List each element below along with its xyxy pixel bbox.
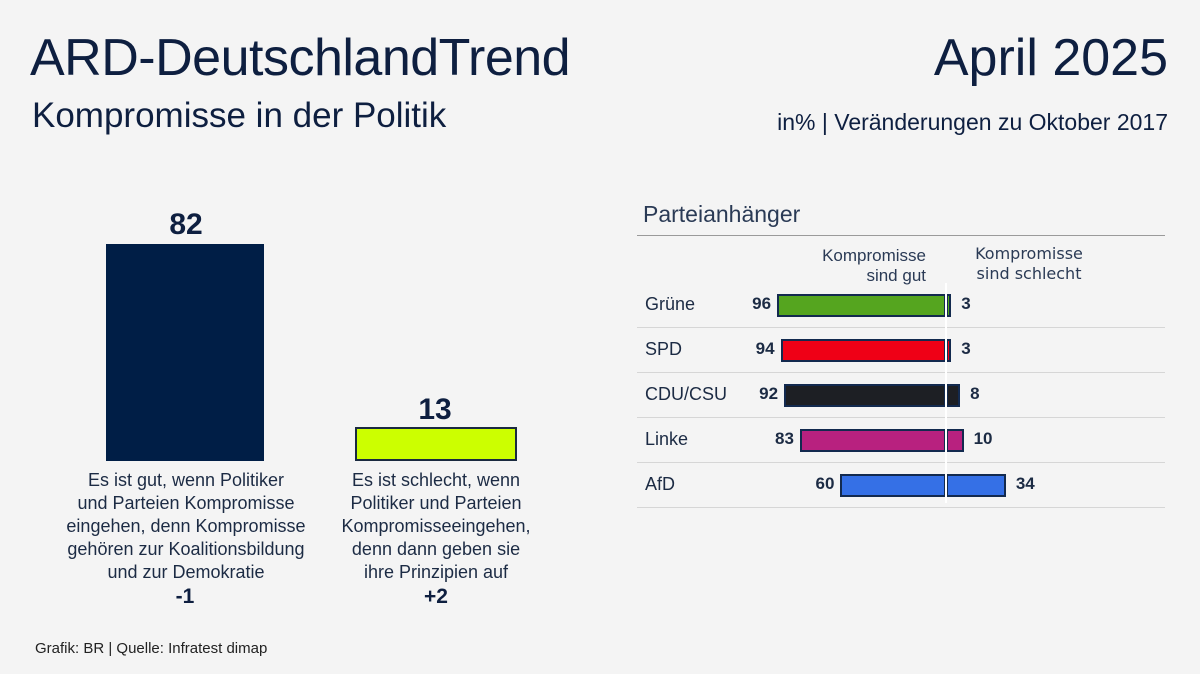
bar-good-share: [780, 338, 946, 362]
value-label-bad: 10: [973, 429, 993, 448]
value-label-good: 94: [755, 339, 775, 358]
bar-bad-share: [946, 428, 964, 452]
bar-label-bad: Es ist schlecht, wenn Politiker und Part…: [341, 470, 531, 582]
chart-title: ARD-DeutschlandTrend: [30, 29, 571, 87]
bar-value-bad: 13: [418, 393, 452, 426]
bar-good-share: [840, 473, 946, 497]
bar-good-share: [799, 428, 946, 452]
bar-bad-share: [946, 338, 952, 362]
value-label-good: 83: [775, 429, 794, 448]
bar-value-good: 82: [169, 208, 203, 241]
value-label-good: 96: [752, 294, 772, 313]
party-label: Linke: [645, 429, 689, 449]
source-note: Grafik: BR | Quelle: Infratest dimap: [35, 640, 268, 657]
bar-change-good: -1: [175, 585, 195, 608]
bar-good-share: [784, 383, 946, 407]
survey-date: April 2025: [933, 29, 1168, 87]
row-divider: [637, 417, 1165, 418]
unit-note: in% | Veränderungen zu Oktober 2017: [777, 109, 1168, 135]
value-label-bad: 8: [970, 384, 980, 403]
column-header-good: Kompromisse sind gut: [822, 246, 926, 285]
bar-good: [106, 243, 264, 461]
value-label-good: 92: [759, 384, 779, 403]
row-divider: [637, 327, 1165, 328]
chart-subtitle: Kompromisse in der Politik: [32, 96, 447, 135]
party-label: AfD: [645, 474, 676, 494]
party-label: Grüne: [645, 294, 696, 314]
value-label-bad: 34: [1015, 474, 1035, 493]
value-label-bad: 3: [961, 294, 971, 313]
party-label: CDU/CSU: [645, 384, 728, 404]
row-divider: [637, 507, 1165, 508]
bar-bad-share: [946, 473, 1006, 497]
party-section-title: Parteianhänger: [643, 201, 801, 227]
bar-good-share: [777, 293, 946, 317]
section-divider: [637, 235, 1165, 236]
bar-label-good: Es ist gut, wenn Politiker und Parteien …: [66, 470, 306, 582]
value-label-good: 60: [815, 474, 835, 493]
row-divider: [637, 462, 1165, 463]
party-label: SPD: [645, 339, 683, 359]
row-divider: [637, 372, 1165, 373]
bar-change-bad: +2: [424, 585, 448, 608]
bar-bad-share: [946, 383, 961, 407]
bar-bad: [355, 426, 517, 461]
column-header-bad: Kompromisse sind schlecht: [975, 244, 1083, 283]
center-axis-line: [945, 283, 947, 503]
value-label-bad: 3: [961, 339, 971, 358]
bar-bad-share: [946, 293, 952, 317]
